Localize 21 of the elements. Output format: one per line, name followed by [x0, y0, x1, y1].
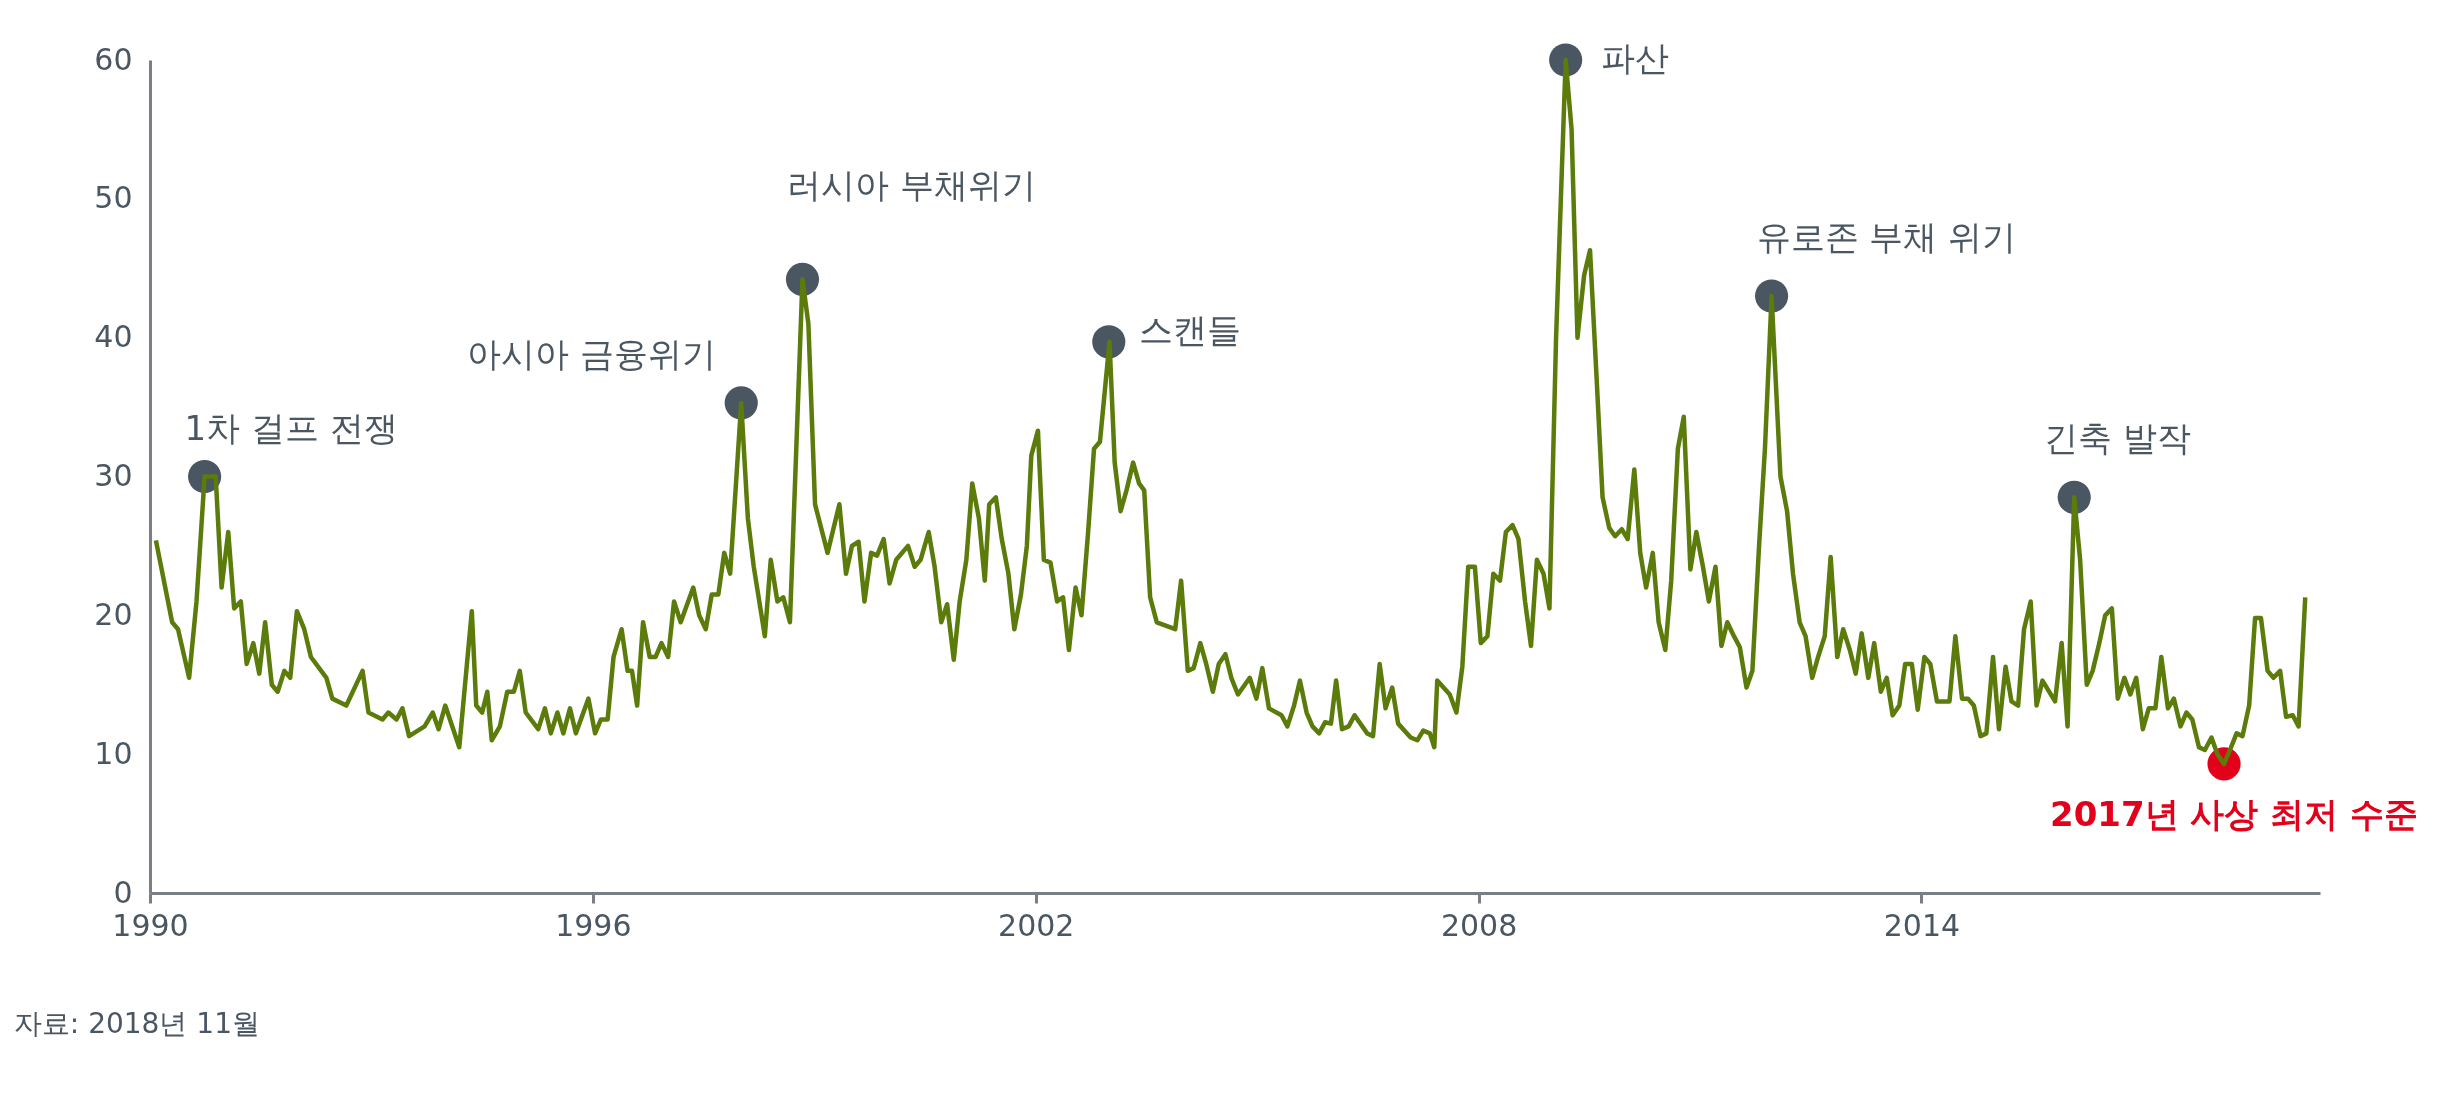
annotation: 1차 걸프 전쟁: [184, 407, 398, 448]
x-tick-label: 2002: [998, 907, 1075, 943]
annotation: 유로존 부채 위기: [1756, 217, 2017, 258]
y-tick-label: 40: [94, 319, 133, 355]
x-tick-label: 1996: [555, 907, 632, 943]
annotation: 2017년 사상 최저 수준: [2049, 793, 2419, 834]
y-tick-label: 30: [94, 458, 133, 493]
y-tick-label: 0: [113, 874, 133, 910]
x-tick-label: 2014: [1883, 907, 1961, 943]
annotation: 파산: [1600, 38, 1669, 78]
x-tick-label: 1990: [112, 907, 189, 943]
y-tick-label: 50: [94, 180, 133, 216]
annotation: 긴축 발작: [2044, 418, 2192, 459]
y-tick-label: 20: [94, 596, 133, 632]
annotation: 스캔들: [1138, 309, 1241, 350]
annotation: 러시아 부채위기: [787, 165, 1037, 206]
text: 자료: 2018년 11월: [13, 1007, 260, 1040]
y-tick-label: 60: [94, 41, 133, 77]
x-tick-label: 2008: [1440, 907, 1518, 943]
y-tick-label: 10: [94, 735, 133, 771]
annotation: 아시아 금융위기: [467, 333, 717, 374]
